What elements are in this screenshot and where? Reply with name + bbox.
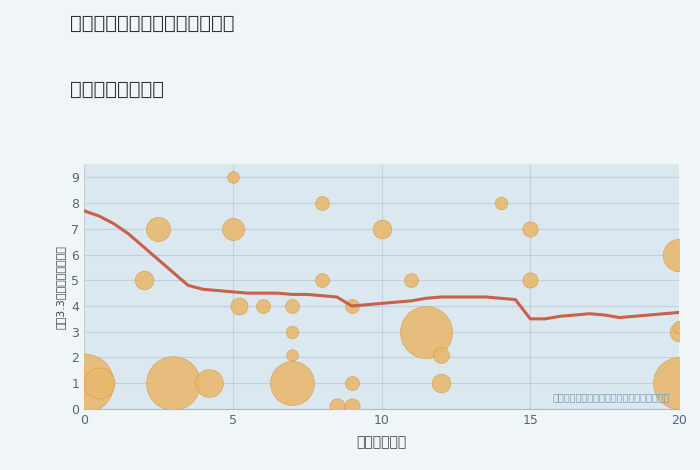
Point: [435, 379, 447, 387]
Point: [78, 379, 90, 387]
Text: 福岡県みやま市高田町黒崎開の: 福岡県みやま市高田町黒崎開の: [70, 14, 234, 33]
Point: [316, 199, 328, 207]
Point: [406, 276, 417, 284]
X-axis label: 駅距離（分）: 駅距離（分）: [356, 435, 407, 449]
Point: [287, 302, 298, 310]
Point: [495, 199, 506, 207]
Point: [153, 225, 164, 233]
Point: [673, 323, 685, 330]
Point: [233, 302, 244, 310]
Point: [138, 276, 149, 284]
Point: [287, 351, 298, 359]
Point: [346, 403, 357, 410]
Point: [93, 379, 104, 387]
Point: [421, 328, 432, 336]
Point: [376, 225, 387, 233]
Point: [287, 379, 298, 387]
Y-axis label: 平（3.3㎡）単価（万円）: 平（3.3㎡）単価（万円）: [55, 245, 66, 329]
Point: [168, 379, 179, 387]
Point: [673, 251, 685, 258]
Point: [316, 276, 328, 284]
Point: [227, 173, 238, 181]
Point: [435, 351, 447, 359]
Point: [287, 328, 298, 336]
Point: [525, 225, 536, 233]
Point: [673, 379, 685, 387]
Text: 円の大きさは、取引のあった物件面積を示す: 円の大きさは、取引のあった物件面積を示す: [552, 392, 670, 402]
Point: [257, 302, 268, 310]
Point: [331, 403, 342, 410]
Point: [346, 302, 357, 310]
Point: [673, 328, 685, 336]
Point: [525, 276, 536, 284]
Text: 駅距離別土地価格: 駅距離別土地価格: [70, 80, 164, 99]
Point: [346, 379, 357, 387]
Point: [203, 379, 214, 387]
Point: [227, 225, 238, 233]
